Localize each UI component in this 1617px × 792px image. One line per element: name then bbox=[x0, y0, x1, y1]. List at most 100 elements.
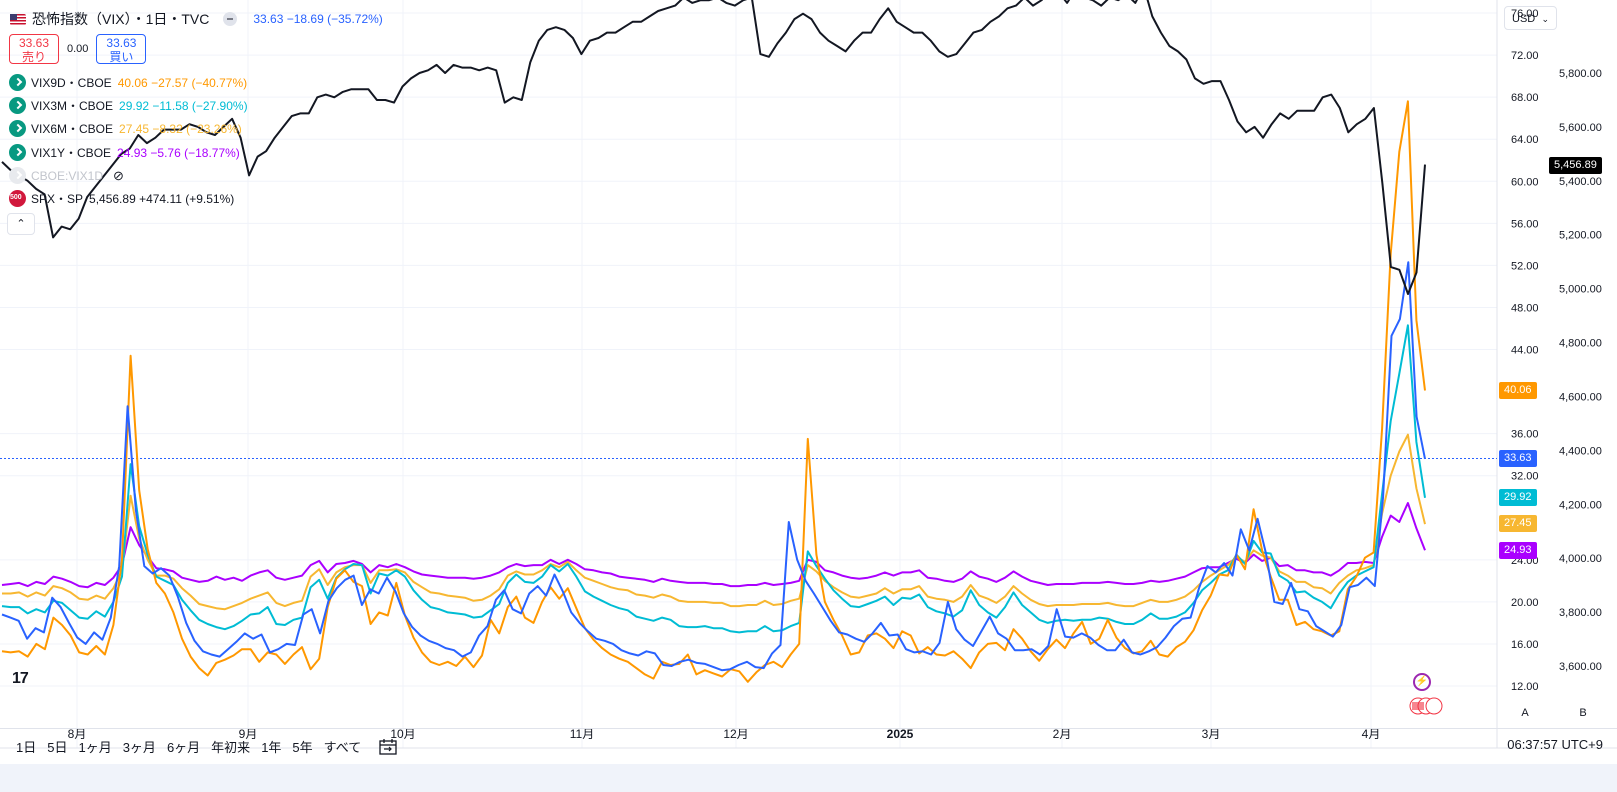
legend-values: 40.06 −27.57 (−40.77%) bbox=[117, 75, 248, 90]
left-axis-tick: 76.00 bbox=[1511, 8, 1539, 20]
series-line-vix9d-cboe bbox=[1, 100, 1426, 683]
left-axis-tick: 52.00 bbox=[1511, 260, 1539, 272]
legend-item-spx[interactable]: SPX・SP 5,456.89 +474.11 (+9.51%) bbox=[9, 190, 234, 207]
range-6m[interactable]: 6ヶ月 bbox=[166, 740, 201, 755]
right-price-axis: 5,800.00 5,600.00 5,400.00 5,200.00 5,000.00… bbox=[1559, 68, 1602, 673]
currency-select[interactable]: USD ⌄ bbox=[1504, 6, 1557, 30]
buy-sell-panel: 33.63 売り 0.00 33.63 買い bbox=[9, 34, 147, 64]
range-5d[interactable]: 5日 bbox=[47, 740, 68, 755]
legend-name: VIX9D・CBOE bbox=[31, 76, 112, 90]
x-axis-tick: 3月 bbox=[1202, 727, 1221, 741]
us-flag-icon bbox=[10, 13, 26, 25]
x-axis-tick: 2025 bbox=[887, 727, 914, 741]
left-axis-tick: 64.00 bbox=[1511, 134, 1539, 146]
symbol-last-values: 33.63 −18.69 (−35.72%) bbox=[253, 12, 383, 26]
time-axis: 8月 9月 10月 11月 12月 2025 2月 3月 4月 bbox=[68, 727, 1381, 741]
symbol-header: 恐怖指数（VIX）・1日・TVC 33.63 −18.69 (−35.72%) bbox=[10, 9, 383, 29]
bottom-strip bbox=[0, 764, 1617, 792]
clock-timezone[interactable]: 06:37:57 UTC+9 bbox=[1507, 737, 1603, 752]
legend-values: 27.45 −8.32 (−23.26%) bbox=[119, 121, 242, 136]
right-axis-tick: 5,000.00 bbox=[1559, 284, 1602, 296]
left-axis-tick: 20.00 bbox=[1511, 597, 1539, 609]
chevron-right-icon[interactable] bbox=[9, 120, 26, 137]
chevron-right-icon[interactable] bbox=[9, 97, 26, 114]
legend-item-vix3m[interactable]: VIX3M・CBOE 29.92 −11.58 (−27.90%) bbox=[9, 97, 248, 114]
range-all[interactable]: すべて bbox=[323, 740, 362, 755]
left-axis-tick: 36.00 bbox=[1511, 429, 1539, 441]
legend-values: 5,456.89 +474.11 (+9.51%) bbox=[89, 191, 235, 206]
chevron-right-icon[interactable] bbox=[9, 144, 26, 161]
right-axis-tick: 4,400.00 bbox=[1559, 445, 1602, 457]
left-axis-tick: 16.00 bbox=[1511, 639, 1539, 651]
x-axis-tick: 10月 bbox=[390, 727, 415, 741]
legend-item-vix6m[interactable]: VIX6M・CBOE 27.45 −8.32 (−23.26%) bbox=[9, 120, 242, 137]
range-1y[interactable]: 1年 bbox=[261, 740, 282, 755]
series-line-spx-sp bbox=[1, 0, 1426, 295]
x-axis-tick: 4月 bbox=[1362, 727, 1381, 741]
legend-name: CBOE:VIX1D bbox=[31, 168, 104, 183]
left-axis-tick: 12.00 bbox=[1511, 681, 1539, 693]
price-tag: 33.63 bbox=[1499, 450, 1537, 468]
left-axis-tick: 56.00 bbox=[1511, 218, 1539, 230]
bottom-toolbar: 1日 5日 1ヶ月 3ヶ月 6ヶ月 年初来 1年 5年 すべて bbox=[0, 728, 1617, 764]
collapse-legend-button[interactable]: ⌃ bbox=[7, 213, 35, 235]
legend-name: VIX3M・CBOE bbox=[31, 99, 114, 113]
right-axis-tick: 4,000.00 bbox=[1559, 553, 1602, 565]
sell-button[interactable]: 33.63 売り bbox=[9, 34, 59, 64]
legend-name: VIX6M・CBOE bbox=[31, 122, 114, 136]
series-line-vix6m-cboe bbox=[2, 433, 1426, 611]
tradingview-logo[interactable]: 17 bbox=[12, 670, 29, 687]
price-tag: 27.45 bbox=[1499, 515, 1537, 533]
legend-values: 29.92 −11.58 (−27.90%) bbox=[119, 98, 248, 113]
auto-scale-button[interactable]: A bbox=[1521, 707, 1529, 719]
legend-name: VIX1Y・CBOE bbox=[31, 146, 112, 160]
right-axis-tick: 5,600.00 bbox=[1559, 122, 1602, 134]
range-5y[interactable]: 5年 bbox=[292, 740, 313, 755]
left-axis-tick: 48.00 bbox=[1511, 302, 1539, 314]
legend-values: 24.93 −5.76 (−18.77%) bbox=[117, 145, 240, 160]
price-tag: 29.92 bbox=[1499, 489, 1537, 507]
series-line-vix3m-cboe bbox=[1, 324, 1426, 634]
left-price-axis: 76.00 72.00 68.00 64.00 60.00 56.00 52.00 48.00… bbox=[1511, 8, 1539, 693]
x-axis-tick: 12月 bbox=[723, 727, 748, 741]
legend-item-vix9d[interactable]: VIX9D・CBOE 40.06 −27.57 (−40.77%) bbox=[9, 74, 247, 91]
symbol-title[interactable]: 恐怖指数（VIX）・1日・TVC bbox=[32, 11, 210, 27]
range-1m[interactable]: 1ヶ月 bbox=[78, 740, 112, 755]
chevron-right-icon[interactable] bbox=[9, 74, 26, 91]
eye-off-icon[interactable]: ⊘ bbox=[113, 167, 124, 183]
spx-500-icon[interactable] bbox=[9, 190, 26, 207]
market-status-icon[interactable] bbox=[223, 12, 238, 26]
series-line-vix bbox=[1, 261, 1426, 672]
price-tag: 24.93 bbox=[1499, 541, 1537, 559]
right-axis-tick: 4,200.00 bbox=[1559, 499, 1602, 511]
hidden-series-icon[interactable] bbox=[9, 167, 26, 184]
x-axis-tick: 11月 bbox=[570, 727, 594, 741]
spread-value: 0.00 bbox=[67, 43, 89, 55]
chevron-down-icon: ⌄ bbox=[1541, 14, 1549, 24]
range-ytd[interactable]: 年初来 bbox=[211, 740, 251, 755]
legend-item-vix1d[interactable]: CBOE:VIX1D ⊘ bbox=[9, 167, 124, 184]
price-tag: 40.06 bbox=[1499, 382, 1537, 400]
right-axis-tick: 3,800.00 bbox=[1559, 607, 1602, 619]
left-axis-tick: 44.00 bbox=[1511, 345, 1539, 357]
buy-button[interactable]: 33.63 買い bbox=[96, 34, 147, 64]
legend-name: SPX・SP bbox=[31, 192, 84, 206]
right-axis-tick: 4,800.00 bbox=[1559, 338, 1602, 350]
right-axis-tick: 5,200.00 bbox=[1559, 230, 1602, 242]
log-scale-button[interactable]: B bbox=[1579, 707, 1587, 719]
right-axis-tick: 4,600.00 bbox=[1559, 391, 1602, 403]
lightning-icon[interactable]: ⚡ bbox=[1413, 673, 1431, 691]
chart-grid bbox=[0, 0, 1497, 748]
range-1d[interactable]: 1日 bbox=[16, 740, 37, 755]
left-axis-tick: 68.00 bbox=[1511, 92, 1539, 104]
series-line-vix1y-cboe bbox=[1, 502, 1426, 589]
sell-price: 33.63 bbox=[18, 36, 50, 50]
right-axis-tick: 3,600.00 bbox=[1559, 661, 1602, 673]
legend-item-vix1y[interactable]: VIX1Y・CBOE 24.93 −5.76 (−18.77%) bbox=[9, 144, 240, 161]
x-axis-tick: 2月 bbox=[1053, 727, 1072, 741]
us-event-flags-icon[interactable] bbox=[1409, 697, 1445, 715]
buy-price: 33.63 bbox=[106, 36, 137, 50]
calendar-goto-icon[interactable] bbox=[379, 738, 397, 755]
range-3m[interactable]: 3ヶ月 bbox=[122, 740, 156, 755]
